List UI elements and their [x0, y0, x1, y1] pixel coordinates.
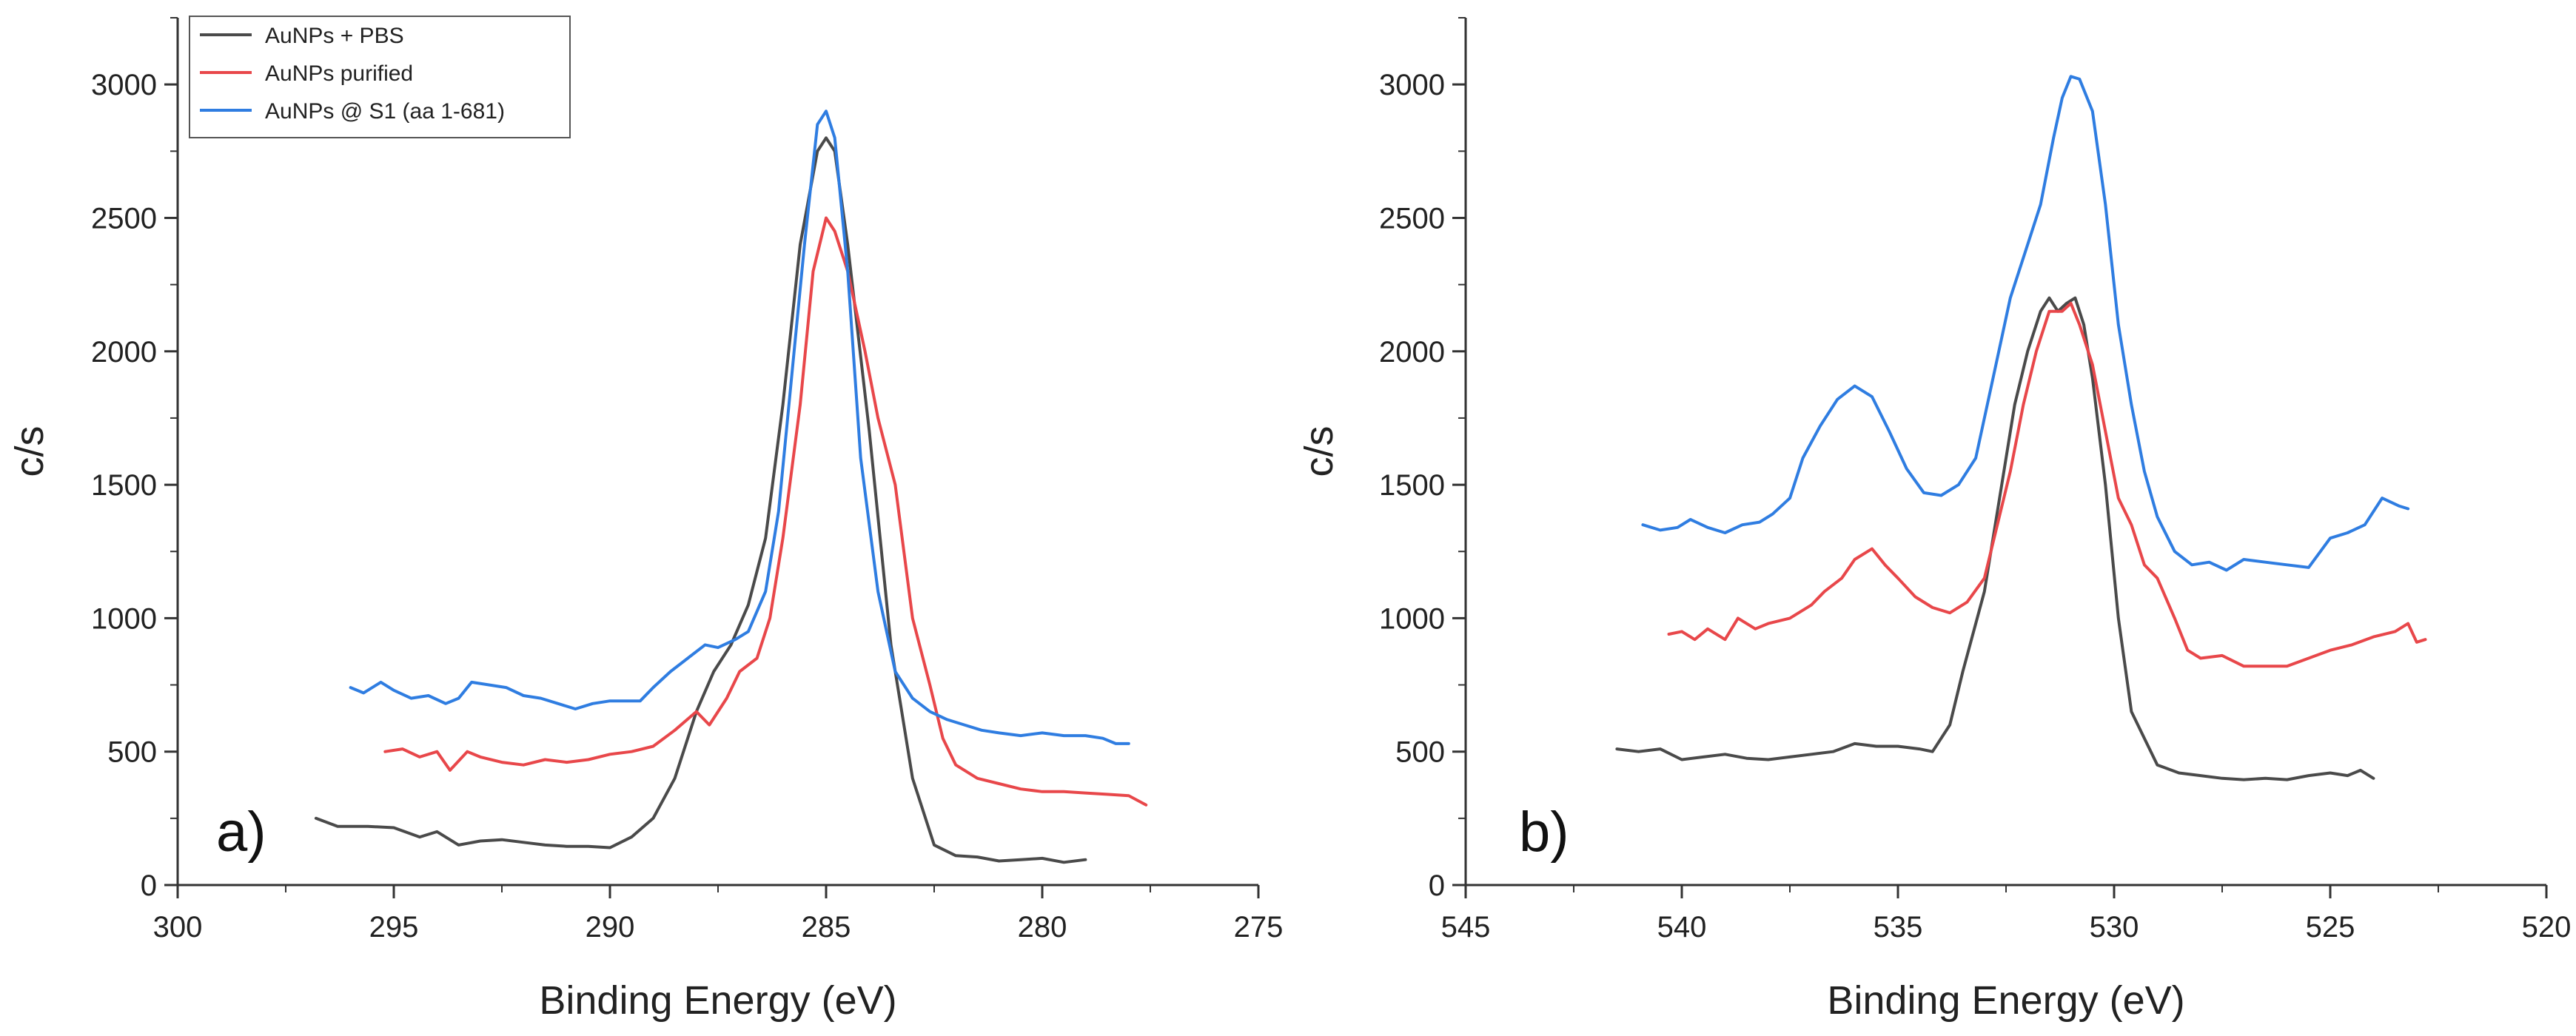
y-tick-label: 1500	[91, 469, 157, 502]
panel-label: b)	[1519, 801, 1569, 864]
x-tick-label: 300	[153, 911, 203, 944]
y-tick-label: 1000	[1379, 602, 1445, 635]
y-axis-title: c/s	[7, 426, 52, 477]
series-line-aunps-purified	[383, 216, 1148, 807]
series-line-aunps-s1-aa-1-681	[1641, 75, 2410, 572]
y-ticks: 0 500 1000 1500 2000 2500 3000	[91, 17, 178, 902]
x-tick-label: 285	[802, 911, 851, 944]
panel-a: 300 295 290 285 280 275 0 500 1000 1500 2000 2500 3…	[7, 16, 1283, 1023]
x-ticks: 545 540 535 530 525 520	[1441, 885, 2572, 944]
x-tick-label: 525	[2306, 911, 2355, 944]
series-line-aunps-pbs	[1615, 296, 2375, 781]
x-tick-label: 295	[369, 911, 419, 944]
x-tick-label: 520	[2522, 911, 2572, 944]
y-tick-label: 0	[141, 870, 157, 902]
y-tick-label: 2500	[1379, 202, 1445, 235]
y-tick-label: 500	[107, 736, 157, 769]
x-tick-label: 290	[586, 911, 635, 944]
x-tick-label: 535	[1874, 911, 1923, 944]
y-tick-label: 500	[1395, 736, 1445, 769]
legend-box	[189, 16, 571, 138]
y-tick-label: 2500	[91, 202, 157, 235]
x-tick-label: 530	[2090, 911, 2139, 944]
y-tick-label: 2000	[91, 336, 157, 369]
legend: AuNPs + PBS AuNPs purified AuNPs @ S1 (a…	[189, 16, 571, 138]
y-tick-label: 3000	[1379, 69, 1445, 101]
x-tick-label: 275	[1234, 911, 1284, 944]
series-group	[1615, 75, 2427, 781]
x-tick-label: 540	[1657, 911, 1707, 944]
panel-label: a)	[216, 801, 266, 864]
y-tick-label: 2000	[1379, 336, 1445, 369]
y-axis-title: c/s	[1297, 426, 1341, 477]
x-tick-label: 545	[1441, 911, 1491, 944]
x-axis-title: Binding Energy (eV)	[1827, 978, 2184, 1023]
series-line-aunps-pbs	[314, 136, 1087, 864]
panel-b: 545 540 535 530 525 520 0 500 1000 1500 2000 2500 3…	[1297, 17, 2572, 1023]
x-ticks: 300 295 290 285 280 275	[153, 885, 1284, 944]
y-tick-label: 3000	[91, 69, 157, 101]
x-axis-title: Binding Energy (eV)	[539, 978, 896, 1023]
legend-entry-0: AuNPs + PBS	[265, 24, 404, 48]
y-tick-label: 0	[1429, 870, 1445, 902]
series-line-aunps-s1-aa-1-681	[349, 110, 1130, 745]
legend-entry-1: AuNPs purified	[265, 61, 413, 86]
series-line-aunps-purified	[1667, 301, 2427, 668]
series-group	[314, 110, 1148, 864]
y-tick-label: 1500	[1379, 469, 1445, 502]
legend-entry-2: AuNPs @ S1 (aa 1-681)	[265, 99, 505, 124]
y-tick-label: 1000	[91, 602, 157, 635]
y-ticks: 0 500 1000 1500 2000 2500 3000	[1379, 17, 1466, 902]
x-tick-label: 280	[1018, 911, 1067, 944]
